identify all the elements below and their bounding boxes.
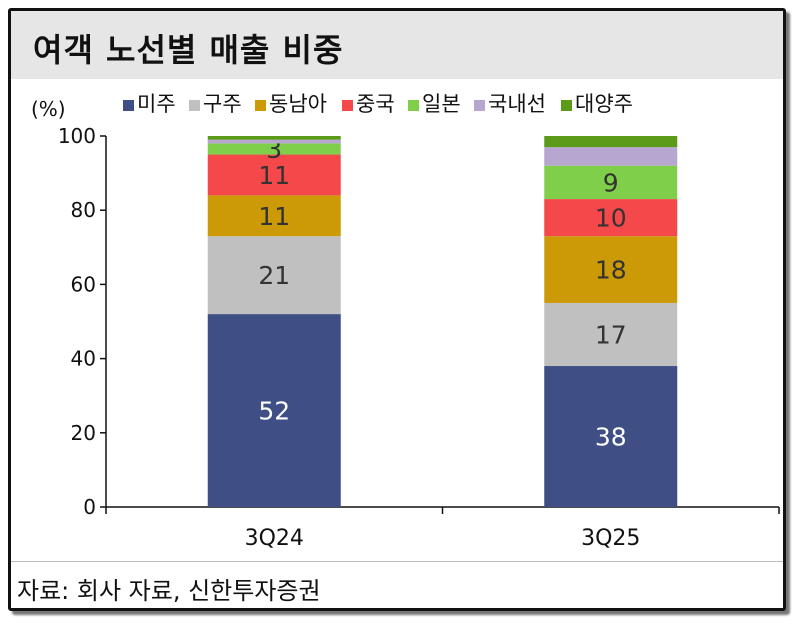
legend-label-2: 동남아 [269,92,327,116]
legend-swatch-2 [255,100,266,111]
stacked-bar-chart: (%) 미주 구주 동남아 중국 일본 국내선 대양주 0 20 40 60 80 100 52 21 11 11… [31,92,780,551]
y-tick-label-2: 40 [71,347,96,371]
x-category-label-0: 3Q24 [245,526,304,551]
legend-label-3: 중국 [356,92,395,116]
chart-frame: 여객 노선별 매출 비중 (%) 미주 구주 동남아 중국 일본 국내선 대양주 0 20 40 60… [8,8,786,611]
y-tick-label-5: 100 [58,124,96,148]
data-label-1-1: 17 [595,320,627,349]
x-category-label-1: 3Q25 [581,526,640,551]
bar-segment-0-6 [207,136,341,140]
data-label-0-1: 21 [258,261,290,290]
bar-segment-1-6 [544,136,678,148]
legend-swatch-3 [342,100,353,111]
legend-swatch-6 [561,100,572,111]
source-divider [11,561,783,562]
legend-swatch-4 [408,100,419,111]
data-label-1-0: 38 [595,423,627,452]
data-label-0-0: 52 [258,397,290,426]
data-label-1-2: 18 [595,256,627,285]
bar-segment-0-1 [207,236,341,315]
y-axis-unit: (%) [31,97,66,121]
chart-title: 여객 노선별 매출 비중 [33,31,344,69]
y-tick-label-4: 80 [71,198,96,222]
legend-label-4: 일본 [422,92,461,116]
legend-label-1: 구주 [203,92,242,116]
bar-segment-1-3 [544,199,678,237]
legend-label-5: 국내선 [488,92,546,116]
source-note: 자료: 회사 자료, 신한투자증권 [17,577,321,605]
data-label-1-4: 9 [603,168,619,197]
legend-label-0: 미주 [137,92,176,116]
legend-label-6: 대양주 [575,92,633,116]
data-label-0-2: 11 [258,202,290,231]
data-label-0-3: 11 [258,161,290,190]
bar-segment-0-3 [207,154,341,196]
bar-segment-1-4 [544,165,678,200]
bar-segment-0-5 [207,139,341,144]
bar-segment-0-2 [207,195,341,237]
bar-segment-0-4 [207,143,341,155]
bar-segment-1-5 [544,147,678,166]
legend-swatch-0 [123,100,134,111]
legend-swatch-1 [189,100,200,111]
bar-segment-1-1 [544,302,678,367]
y-tick-label-0: 0 [83,495,96,519]
y-tick-label-1: 20 [71,421,96,445]
title-bar: 여객 노선별 매출 비중 [11,11,783,79]
y-tick-label-3: 60 [71,272,96,296]
legend-swatch-5 [474,100,485,111]
bar-segment-1-2 [544,236,678,303]
data-label-1-3: 10 [595,204,627,233]
bar-segment-1-0 [544,366,678,507]
bar-segment-0-0 [207,314,341,507]
